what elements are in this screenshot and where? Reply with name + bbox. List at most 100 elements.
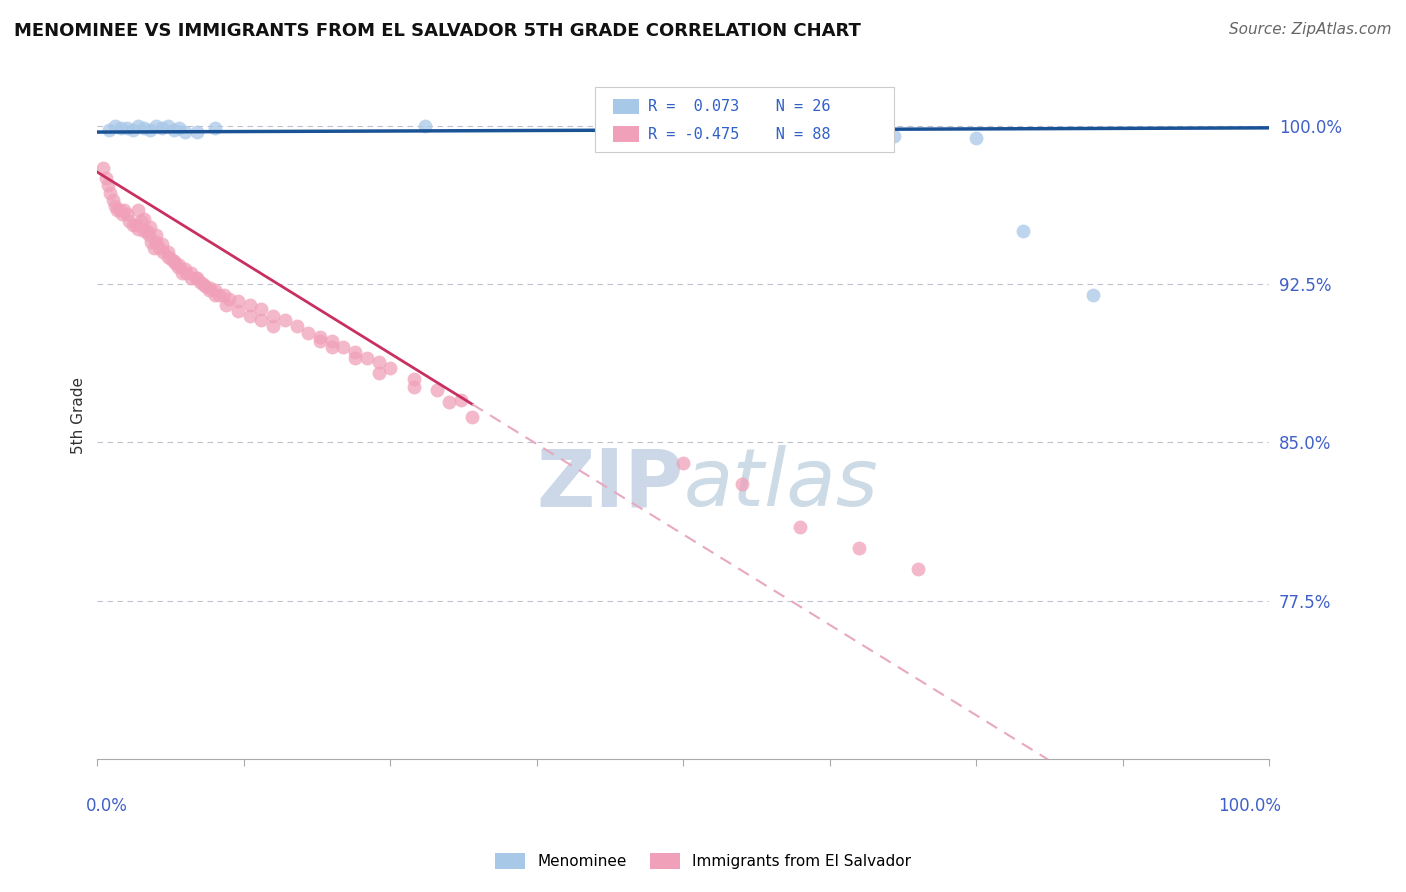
Point	[94, 171, 117, 186]
Point	[218, 292, 240, 306]
Text: MENOMINEE VS IMMIGRANTS FROM EL SALVADOR 5TH GRADE CORRELATION CHART: MENOMINEE VS IMMIGRANTS FROM EL SALVADOR…	[14, 22, 860, 40]
Point	[696, 120, 718, 135]
Point	[162, 123, 184, 137]
Point	[204, 287, 226, 301]
Point	[344, 351, 367, 365]
Point	[121, 123, 143, 137]
Point	[152, 245, 174, 260]
Point	[250, 302, 273, 317]
Point	[285, 319, 308, 334]
Point	[112, 203, 135, 218]
Point	[134, 120, 156, 135]
Point	[125, 218, 148, 232]
Text: 0.0%: 0.0%	[86, 797, 128, 814]
Point	[297, 326, 319, 340]
Point	[156, 119, 179, 133]
Point	[91, 161, 114, 175]
Point	[197, 283, 219, 297]
Point	[104, 199, 127, 213]
Point	[461, 409, 484, 424]
Point	[380, 361, 402, 376]
Point	[262, 319, 284, 334]
Point	[167, 260, 190, 274]
Point	[110, 120, 132, 135]
Point	[145, 119, 167, 133]
Text: R = -0.475    N = 88: R = -0.475 N = 88	[648, 127, 831, 142]
Point	[135, 224, 157, 238]
Point	[176, 267, 198, 281]
Point	[208, 287, 231, 301]
Text: R =  0.073    N = 26: R = 0.073 N = 26	[648, 99, 831, 114]
Point	[402, 380, 425, 394]
Point	[262, 309, 284, 323]
Y-axis label: 5th Grade: 5th Grade	[72, 377, 86, 454]
Point	[789, 519, 811, 533]
Point	[402, 372, 425, 386]
Point	[813, 123, 835, 137]
Text: 100.0%: 100.0%	[1218, 797, 1281, 814]
Text: Source: ZipAtlas.com: Source: ZipAtlas.com	[1229, 22, 1392, 37]
Text: ZIP: ZIP	[536, 445, 683, 524]
Point	[115, 120, 138, 135]
Point	[226, 304, 249, 318]
Point	[108, 203, 131, 218]
Point	[212, 287, 235, 301]
Point	[186, 125, 208, 139]
Point	[848, 541, 870, 555]
Point	[104, 119, 127, 133]
Point	[186, 270, 208, 285]
Point	[883, 129, 905, 144]
Point	[426, 383, 449, 397]
Point	[121, 218, 143, 232]
Point	[145, 235, 167, 249]
Point	[194, 279, 217, 293]
Point	[198, 281, 221, 295]
Point	[129, 213, 152, 227]
Point	[134, 211, 156, 226]
Point	[367, 366, 389, 380]
Point	[450, 392, 472, 407]
FancyBboxPatch shape	[613, 99, 638, 114]
Point	[156, 250, 179, 264]
Point	[127, 222, 149, 236]
Point	[148, 241, 170, 255]
Point	[98, 123, 121, 137]
Point	[204, 120, 226, 135]
Legend: Menominee, Immigrants from El Salvador: Menominee, Immigrants from El Salvador	[488, 847, 918, 875]
FancyBboxPatch shape	[613, 127, 638, 142]
FancyBboxPatch shape	[595, 87, 894, 152]
Point	[731, 477, 754, 491]
Point	[163, 256, 186, 270]
Point	[190, 275, 212, 289]
Point	[215, 298, 238, 312]
Point	[204, 283, 226, 297]
Point	[239, 298, 262, 312]
Point	[415, 119, 437, 133]
Point	[111, 207, 134, 221]
Point	[150, 236, 173, 251]
Point	[309, 334, 332, 348]
Point	[180, 267, 202, 281]
Point	[907, 562, 929, 576]
Point	[180, 270, 202, 285]
Point	[367, 355, 389, 369]
Point	[145, 228, 167, 243]
Point	[672, 456, 695, 470]
Point	[274, 313, 297, 327]
Point	[321, 334, 343, 348]
Point	[1083, 287, 1105, 301]
Point	[101, 193, 124, 207]
Point	[965, 131, 987, 145]
Point	[98, 186, 121, 201]
Point	[118, 213, 141, 227]
Point	[105, 203, 128, 218]
Point	[321, 340, 343, 354]
Point	[115, 207, 138, 221]
Point	[309, 330, 332, 344]
Point	[162, 253, 184, 268]
Point	[174, 125, 197, 139]
Point	[344, 344, 367, 359]
Point	[226, 293, 249, 308]
Point	[142, 241, 165, 255]
Point	[97, 178, 120, 192]
